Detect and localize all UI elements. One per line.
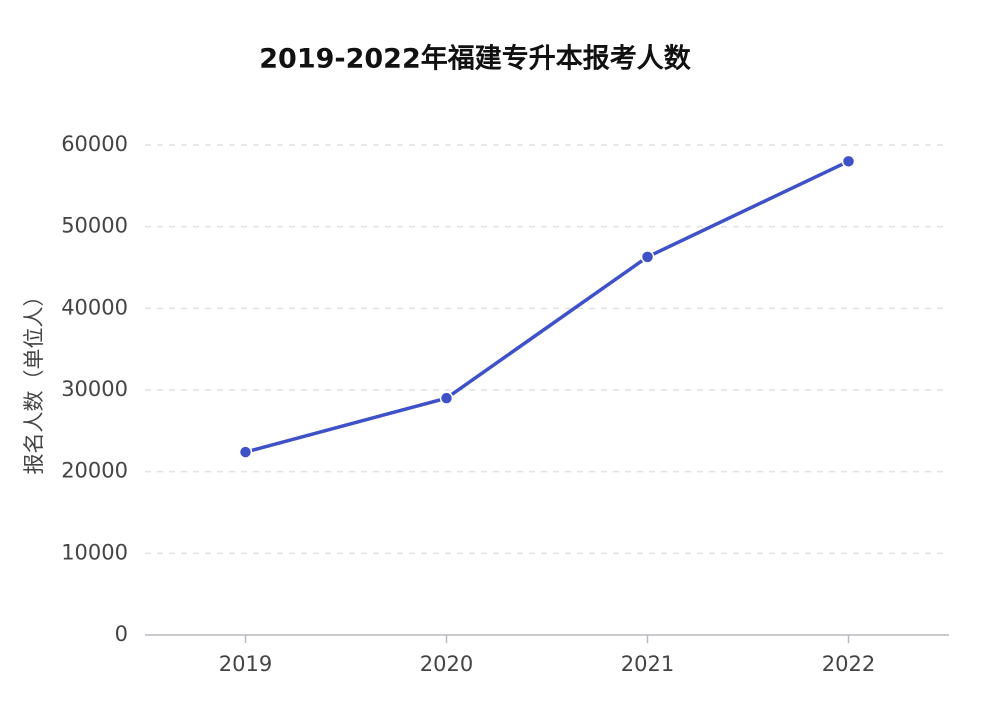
chart-title: 2019-2022年福建专升本报考人数 <box>259 43 691 75</box>
x-tick-label: 2022 <box>822 652 875 676</box>
data-point <box>238 445 253 459</box>
y-tick-label: 10000 <box>61 540 128 564</box>
x-tick-label: 2019 <box>219 652 272 676</box>
y-tick-label: 0 <box>115 622 128 646</box>
data-line <box>245 159 850 454</box>
x-tick-label: 2020 <box>420 652 473 676</box>
data-point <box>640 250 655 264</box>
data-point <box>841 154 856 169</box>
y-tick-label: 40000 <box>61 295 128 319</box>
x-tick-label: 2021 <box>621 652 674 676</box>
y-tick-label: 30000 <box>61 377 128 401</box>
data-point <box>439 391 454 405</box>
y-tick-label: 20000 <box>61 459 128 483</box>
y-axis-label: 报名人数（单位人） <box>22 286 46 475</box>
y-tick-label: 50000 <box>61 214 128 238</box>
y-tick-label: 60000 <box>61 132 128 156</box>
